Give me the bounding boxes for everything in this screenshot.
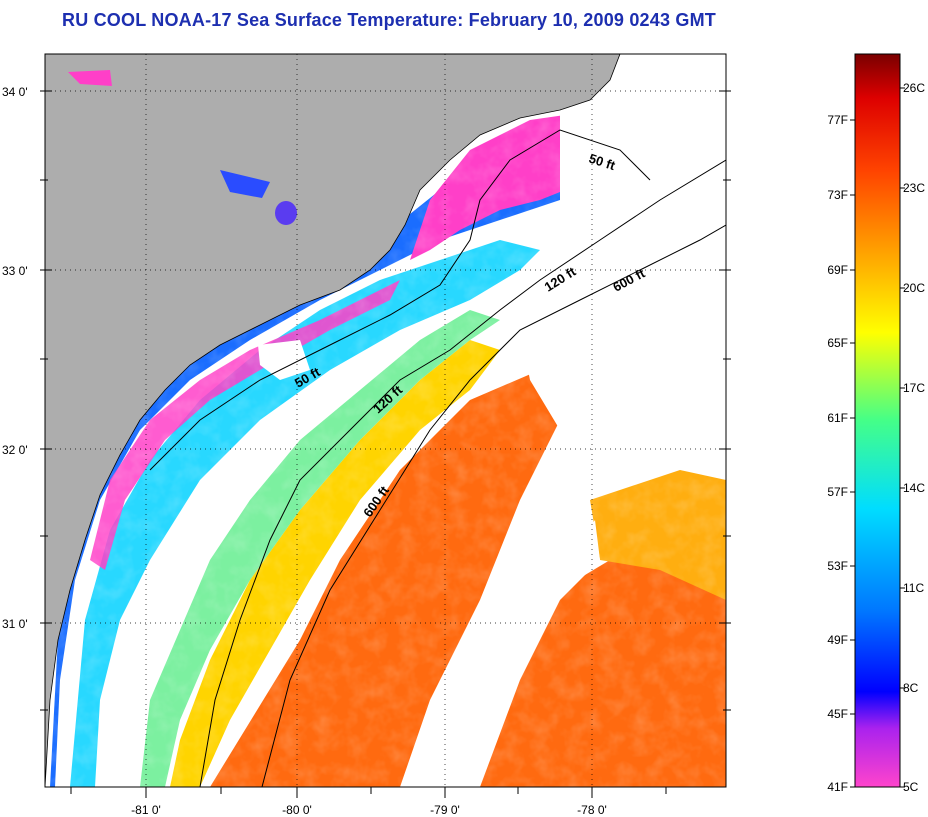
colorbar-f-label: 45F bbox=[827, 707, 848, 721]
colorbar-f-label: 77F bbox=[827, 113, 848, 127]
colorbar-f-label: 41F bbox=[827, 780, 848, 794]
colorbar-f-label: 61F bbox=[827, 411, 848, 425]
lon-label-80: -80 0' bbox=[282, 803, 312, 817]
lat-label-33: 33 0' bbox=[2, 264, 28, 278]
colorbar-c-label: 20C bbox=[903, 281, 925, 295]
map-title: RU COOL NOAA-17 Sea Surface Temperature:… bbox=[62, 10, 716, 30]
colorbar-c-label: 11C bbox=[903, 581, 924, 595]
lon-label-81: -81 0' bbox=[131, 803, 161, 817]
inland-water-patch bbox=[275, 201, 297, 225]
lat-label-31: 31 0' bbox=[2, 617, 28, 631]
contour-120ft bbox=[199, 159, 726, 787]
contour-600ft bbox=[261, 224, 726, 787]
colorbar-c-label: 14C bbox=[903, 481, 925, 495]
colorbar-f-label: 73F bbox=[827, 188, 848, 202]
colorbar-f-label: 69F bbox=[827, 263, 848, 277]
colorbar bbox=[854, 53, 901, 788]
lat-label-32: 32 0' bbox=[2, 443, 28, 457]
colorbar-f-label: 53F bbox=[827, 559, 848, 573]
colorbar-ticks bbox=[850, 87, 905, 788]
inland-water-patch bbox=[68, 70, 112, 86]
coastline bbox=[45, 54, 621, 787]
graticule bbox=[45, 54, 726, 787]
lat-label-34: 34 0' bbox=[2, 85, 28, 99]
colorbar-c-label: 26C bbox=[903, 81, 925, 95]
colorbar-c-label: 8C bbox=[903, 681, 919, 695]
colorbar-c-label: 17C bbox=[903, 381, 925, 395]
map-frame bbox=[44, 53, 727, 788]
colorbar-c-label: 5C bbox=[903, 780, 919, 794]
colorbar-f-label: 57F bbox=[827, 485, 848, 499]
axis-ticks bbox=[40, 90, 731, 798]
colorbar-c-label: 23C bbox=[903, 181, 925, 195]
land-mass bbox=[45, 54, 620, 787]
sst-map-area bbox=[45, 54, 726, 787]
colorbar-f-label: 65F bbox=[827, 336, 848, 350]
inland-water-patch bbox=[220, 170, 270, 198]
colorbar-f-label: 49F bbox=[827, 633, 848, 647]
lon-label-78: -78 0' bbox=[577, 803, 607, 817]
contour-50ft bbox=[149, 129, 651, 471]
lon-label-79: -79 0' bbox=[430, 803, 460, 817]
